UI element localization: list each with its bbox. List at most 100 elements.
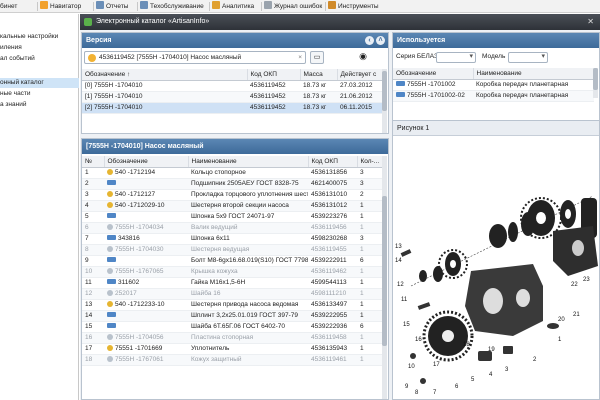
collapse-up-icon[interactable]: ˄: [376, 36, 385, 45]
view-button[interactable]: ◉: [356, 51, 370, 64]
col-qty[interactable]: Кол-...: [357, 156, 384, 168]
table-row[interactable]: [1] 7555Н -1704010 4536119452 18.73 кг 2…: [82, 91, 383, 103]
menu-maintenance[interactable]: Техобслуживание: [140, 0, 208, 13]
part-inactive-icon: [107, 268, 113, 274]
link-icon: [107, 180, 116, 185]
table-row[interactable]: 7555Н -1701002-02 Коробка передач планет…: [393, 90, 594, 102]
svg-text:20: 20: [558, 317, 565, 323]
parts-panel: [7555Н -1704010] Насос масляный № Обозна…: [81, 138, 389, 400]
menu-tools[interactable]: Инструменты: [328, 0, 384, 13]
svg-text:23: 23: [583, 277, 590, 283]
part-available-icon: [107, 169, 113, 175]
version-panel: Версия ‹ ˄ 4536119452 [7555Н -1704010] Н…: [81, 32, 389, 134]
tree-item-knowledge-base[interactable]: а знаний: [0, 101, 27, 108]
pump-exploded-diagram: 13 14 12 11 10 9 8 7 6 5 4 3 2 1 22 23 2: [395, 195, 598, 396]
figure-panel-header: Рисунок 1: [393, 121, 599, 136]
svg-text:15: 15: [403, 322, 410, 328]
comment-button[interactable]: ▭: [310, 51, 324, 64]
part-available-icon: [107, 345, 113, 351]
navigator-plus-icon: [40, 1, 48, 9]
tree-item-electronic-catalog[interactable]: онный каталог: [0, 78, 79, 88]
link-icon: [107, 279, 116, 284]
tree-item-spare-parts[interactable]: ные части: [0, 90, 31, 97]
menu-cabinet[interactable]: бинет: [0, 3, 18, 10]
col-number[interactable]: №: [82, 156, 105, 168]
col-designation[interactable]: Обозначение: [393, 68, 474, 80]
link-icon: [107, 312, 116, 317]
tree-item-notifications[interactable]: иления: [0, 44, 22, 51]
table-row[interactable]: 1 540 -1712194 Кольцо стопорное 4536131856 3: [82, 167, 383, 179]
top-menu-bar: бинет Навигатор Отчеты Техобслуживание А…: [0, 0, 600, 13]
search-icon: [88, 54, 96, 62]
table-row[interactable]: 16 7555Н -1704056 Пластина стопорная 453611…: [82, 332, 383, 344]
table-row[interactable]: 15 Шайба 6Т.65Г.06 ГОСТ 6402-70 4539222936…: [82, 321, 383, 333]
scroll-thumb[interactable]: [593, 68, 598, 90]
left-navigation-tree: кальные настройки иления ал событий онны…: [0, 14, 79, 400]
clear-icon[interactable]: ×: [298, 54, 302, 61]
table-row[interactable]: 7 343816 Шпонка 6х11 4598230268 3: [82, 233, 383, 245]
table-row[interactable]: 8 7555Н -1704030 Шестерня ведущая 453611945…: [82, 244, 383, 256]
figure-panel: Рисунок 1: [392, 120, 600, 400]
link-icon: [107, 323, 116, 328]
scroll-thumb[interactable]: [382, 71, 387, 111]
table-row[interactable]: 11 311602 Гайка М16х1,5-6Н 4599544113 1: [82, 277, 383, 289]
series-select[interactable]: [436, 52, 476, 63]
table-row-selected[interactable]: [2] 7555Н -1704010 4536119452 18.73 кг 0…: [82, 102, 383, 114]
svg-text:13: 13: [395, 244, 402, 250]
table-row[interactable]: 10 7555Н -1767065 Крышка кожуха 4536119462 1: [82, 266, 383, 278]
menu-reports[interactable]: Отчеты: [96, 0, 136, 13]
parts-scrollbar[interactable]: [382, 156, 387, 399]
table-row[interactable]: 4 540 -1712029-10 Шестерня второй секции н…: [82, 200, 383, 212]
maintenance-icon: [140, 1, 148, 9]
svg-text:2: 2: [533, 357, 537, 363]
col-designation[interactable]: Обозначение: [104, 156, 189, 168]
table-row[interactable]: [0] 7555Н -1704010 4536119452 18.73 кг 2…: [82, 80, 383, 92]
catalog-title-bar: Электронный каталог «ArtisanInfo» ✕: [80, 14, 600, 30]
table-row[interactable]: 2 Подшипник 2505АЕУ ГОСТ 8328-75 462140007…: [82, 178, 383, 190]
close-icon[interactable]: ✕: [587, 17, 594, 26]
col-valid-from[interactable]: Действует с: [337, 69, 384, 81]
svg-text:1: 1: [558, 337, 562, 343]
collapse-left-icon[interactable]: ‹: [365, 36, 374, 45]
svg-text:3: 3: [505, 367, 509, 373]
table-row[interactable]: 18 7555Н -1767061 Кожух защитный 4536119461…: [82, 354, 383, 366]
svg-text:17: 17: [433, 362, 440, 368]
table-row[interactable]: 5 Шпонка 5х9 ГОСТ 24071-97 4539223276 1: [82, 211, 383, 223]
table-row[interactable]: 3 540 -1712127 Прокладка торцового уплотне…: [82, 189, 383, 201]
uses-scrollbar[interactable]: [593, 68, 598, 98]
version-search-input[interactable]: 4536119452 [7555Н -1704010] Насос маслян…: [84, 51, 306, 64]
tree-item-event-log[interactable]: ал событий: [0, 55, 35, 62]
table-row[interactable]: 13 540 -1712233-10 Шестерня привода насоса…: [82, 299, 383, 311]
svg-text:4: 4: [489, 372, 493, 378]
col-designation[interactable]: Обозначение ↑: [82, 69, 248, 81]
col-mass[interactable]: Масса: [300, 69, 338, 81]
table-row[interactable]: 6 7555Н -1704034 Валик ведущий 4536119456 1: [82, 222, 383, 234]
version-scrollbar[interactable]: [382, 69, 387, 133]
table-row[interactable]: 17 75551 -1701669 Уплотнитель 4536135943 1: [82, 343, 383, 355]
tree-item-local-settings[interactable]: кальные настройки: [0, 33, 59, 40]
table-row[interactable]: 12 252017 Шайба 16 4598111210 1: [82, 288, 383, 300]
col-name[interactable]: Наименование: [188, 156, 309, 168]
link-icon: [107, 235, 116, 240]
col-okp[interactable]: Код ОКП: [308, 156, 358, 168]
version-panel-header: Версия ‹ ˄: [82, 33, 388, 48]
link-icon: [396, 81, 405, 86]
uses-panel: Используется Серия БЕЛАЗ Модель Обозначе…: [392, 32, 600, 132]
menu-analytics[interactable]: Аналитика: [212, 0, 260, 13]
table-row[interactable]: 9 Болт М8-6gх16.68.019(S10) ГОСТ 7798-70 4…: [82, 255, 383, 267]
model-select[interactable]: [508, 52, 548, 63]
col-okp[interactable]: Код ОКП: [247, 69, 301, 81]
table-row[interactable]: 7555Н -1701002 Коробка передач планетарн…: [393, 79, 594, 91]
table-row[interactable]: 14 Шплинт 3,2х25.01.019 ГОСТ 397-79 453922…: [82, 310, 383, 322]
col-name[interactable]: Наименование: [473, 68, 595, 80]
exploded-view-drawing[interactable]: 13 14 12 11 10 9 8 7 6 5 4 3 2 1 22 23 2: [393, 136, 599, 399]
svg-text:5: 5: [471, 377, 475, 383]
menu-error-log[interactable]: Журнал ошибок: [264, 0, 324, 13]
scroll-thumb[interactable]: [382, 196, 387, 346]
svg-text:19: 19: [488, 347, 495, 353]
menu-navigator[interactable]: Навигатор: [40, 0, 92, 13]
error-log-icon: [264, 1, 272, 9]
catalog-window: Электронный каталог «ArtisanInfo» ✕ Верс…: [80, 14, 600, 400]
version-table: Обозначение ↑ Код ОКП Масса Действует с …: [82, 69, 384, 114]
catalog-title: Электронный каталог «ArtisanInfo»: [96, 18, 210, 25]
